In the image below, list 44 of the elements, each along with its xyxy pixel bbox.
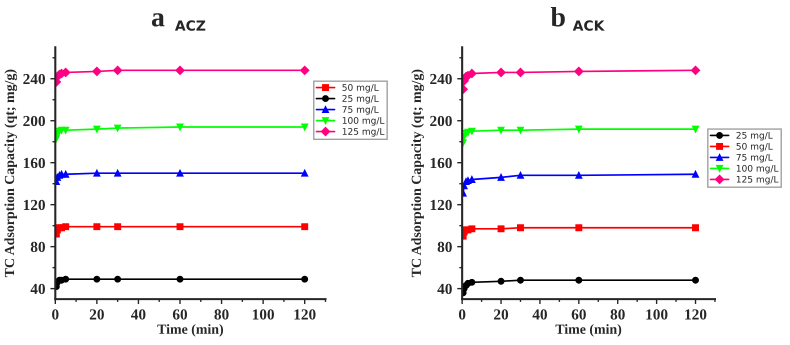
legend-label: 25 mg/L bbox=[342, 95, 379, 104]
legend-label: 25 mg/L bbox=[736, 132, 773, 140]
x-tick-label: 120 bbox=[685, 309, 706, 320]
y-tick-label: 40 bbox=[30, 284, 45, 294]
x-tick-label: 120 bbox=[294, 309, 316, 320]
y-axis-title: TC Adsorption Capacity (qt; mg/g) bbox=[411, 70, 424, 278]
x-tick-label: 100 bbox=[252, 309, 274, 320]
y-tick-label: 160 bbox=[430, 158, 452, 168]
legend-label: 50 mg/L bbox=[342, 84, 379, 93]
legend-label: 50 mg/L bbox=[736, 142, 773, 152]
x-tick-label: 0 bbox=[458, 309, 466, 320]
x-tick-label: 40 bbox=[532, 309, 547, 320]
chart-title: ACZ bbox=[174, 20, 206, 31]
legend-label: 125 mg/L bbox=[342, 128, 384, 137]
legend-label: 125 mg/L bbox=[736, 176, 778, 184]
x-axis-title: Time (min) bbox=[157, 324, 224, 337]
legend-label: 100 mg/L bbox=[342, 117, 384, 126]
y-tick-label: 200 bbox=[430, 116, 452, 126]
x-tick-label: 20 bbox=[90, 309, 104, 320]
y-tick-label: 240 bbox=[430, 74, 452, 84]
y-tick-label: 120 bbox=[430, 200, 452, 210]
y-tick-label: 80 bbox=[30, 242, 45, 252]
x-tick-label: 60 bbox=[172, 309, 188, 320]
x-tick-label: 80 bbox=[610, 309, 625, 320]
y-tick-label: 80 bbox=[438, 242, 452, 252]
y-tick-label: 40 bbox=[437, 284, 452, 294]
y-tick-label: 160 bbox=[24, 158, 45, 168]
text: b bbox=[550, 6, 565, 27]
text: a bbox=[152, 13, 164, 27]
y-tick-label: 120 bbox=[24, 200, 45, 210]
y-tick-label: 240 bbox=[23, 74, 45, 84]
x-tick-label: 100 bbox=[646, 309, 668, 320]
x-axis-title: Time (min) bbox=[556, 324, 622, 337]
legend-label: 75 mg/L bbox=[342, 106, 379, 115]
y-axis-title: TC Adsorption Capacity (qt; mg/g) bbox=[4, 70, 18, 278]
chart-title: ACK bbox=[572, 20, 605, 31]
x-tick-label: 80 bbox=[214, 309, 229, 320]
legend-label: 75 mg/L bbox=[736, 154, 773, 162]
x-tick-label: 0 bbox=[52, 309, 59, 320]
x-tick-label: 20 bbox=[494, 309, 508, 320]
x-tick-label: 40 bbox=[131, 309, 146, 320]
y-tick-label: 200 bbox=[23, 116, 45, 126]
x-tick-label: 60 bbox=[572, 309, 586, 320]
legend-label: 100 mg/L bbox=[736, 164, 778, 174]
